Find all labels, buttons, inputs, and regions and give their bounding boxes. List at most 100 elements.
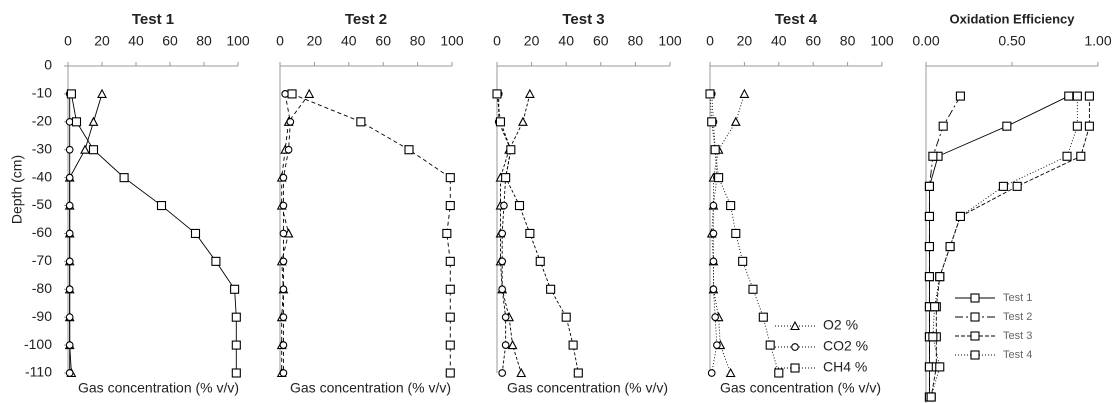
marker-square <box>705 89 715 99</box>
marker-circle <box>65 173 74 182</box>
x-axis-label: Gas concentration (% v/v) <box>290 380 451 396</box>
marker-square <box>938 121 948 131</box>
marker-square <box>445 368 455 378</box>
series-line <box>70 93 237 373</box>
marker-circle <box>286 117 295 126</box>
marker-circle <box>284 145 293 154</box>
marker-square <box>445 173 455 183</box>
marker-circle <box>501 313 510 322</box>
marker-square <box>731 228 741 239</box>
marker-triangle <box>725 367 736 378</box>
marker-square <box>445 200 455 211</box>
marker-square <box>88 145 99 155</box>
chart-title: Test 2 <box>345 11 387 28</box>
marker-square <box>211 256 221 266</box>
x-tick-label: 0 <box>706 33 714 49</box>
x-tick-label: 1.00 <box>1084 33 1111 49</box>
marker-square <box>156 200 167 211</box>
legend-marker <box>790 320 800 331</box>
marker-square <box>924 272 934 282</box>
y-tick-label: -10 <box>32 85 52 101</box>
marker-circle <box>709 201 718 210</box>
marker-triangle <box>730 116 741 126</box>
x-tick-label: 0 <box>276 33 284 49</box>
y-tick-label: -110 <box>25 364 52 380</box>
marker-square <box>445 340 455 350</box>
marker-triangle <box>739 88 750 98</box>
marker-square <box>945 241 955 252</box>
marker-square <box>231 340 241 350</box>
marker-square <box>1072 121 1082 131</box>
marker-square <box>924 181 934 191</box>
marker-circle <box>65 369 74 377</box>
marker-circle <box>281 90 290 98</box>
y-tick-label: -50 <box>32 196 52 212</box>
marker-square <box>935 362 945 372</box>
marker-square <box>287 89 297 99</box>
x-tick-label: 40 <box>341 33 357 49</box>
marker-square <box>928 151 938 161</box>
y-tick-label: -90 <box>32 308 52 324</box>
marker-square <box>1002 121 1012 131</box>
marker-square <box>926 392 936 402</box>
marker-square <box>573 368 583 378</box>
y-tick-label: -20 <box>32 113 52 129</box>
marker-circle <box>279 285 288 294</box>
x-tick-label: 40 <box>128 33 144 49</box>
marker-circle <box>279 257 288 266</box>
marker-circle <box>65 341 74 349</box>
marker-triangle <box>304 88 315 98</box>
legend-label: CO2 % <box>823 338 868 354</box>
marker-square <box>738 256 748 266</box>
legend-label: Test 1 <box>1003 292 1032 304</box>
marker-square <box>707 117 717 127</box>
x-tick-label: 60 <box>593 33 609 49</box>
series-line <box>291 93 451 373</box>
marker-triangle <box>88 116 99 126</box>
marker-triangle <box>507 339 518 350</box>
marker-square <box>495 117 506 127</box>
marker-square <box>442 228 452 239</box>
marker-square <box>119 173 129 183</box>
marker-square <box>924 211 934 222</box>
marker-circle <box>498 257 507 266</box>
marker-square <box>765 340 775 350</box>
marker-circle <box>65 145 74 154</box>
x-tick-label: 100 <box>870 33 894 49</box>
y-tick-label: -100 <box>24 336 52 352</box>
marker-square <box>525 228 535 239</box>
marker-square <box>561 312 571 322</box>
marker-circle <box>279 341 288 349</box>
y-tick-label: -30 <box>32 140 52 156</box>
marker-square <box>514 200 525 211</box>
marker-circle <box>500 201 508 210</box>
marker-circle <box>711 313 720 322</box>
legend-marker <box>970 293 980 303</box>
x-tick-label: 20 <box>307 33 323 49</box>
legend-label: CH4 % <box>823 359 867 375</box>
marker-circle <box>279 313 288 322</box>
x-tick-label: 100 <box>440 33 464 49</box>
chart-title: Test 1 <box>132 11 174 28</box>
marker-square <box>190 228 201 239</box>
marker-square <box>546 284 556 294</box>
marker-circle <box>709 229 718 238</box>
marker-circle <box>709 285 718 294</box>
chart-title: Test 4 <box>775 11 818 28</box>
marker-square <box>1076 151 1086 161</box>
x-tick-label: 100 <box>658 33 682 49</box>
marker-square <box>726 200 736 211</box>
marker-circle <box>713 341 721 349</box>
marker-circle <box>498 369 507 377</box>
marker-circle <box>707 369 716 377</box>
marker-square <box>710 145 720 155</box>
marker-triangle <box>524 88 535 98</box>
marker-square <box>66 89 76 99</box>
marker-square <box>535 256 545 266</box>
marker-triangle <box>518 116 528 126</box>
marker-square <box>445 312 455 322</box>
marker-circle <box>65 285 74 294</box>
legend-label: Test 3 <box>1003 330 1032 342</box>
legend-marker <box>970 312 980 322</box>
